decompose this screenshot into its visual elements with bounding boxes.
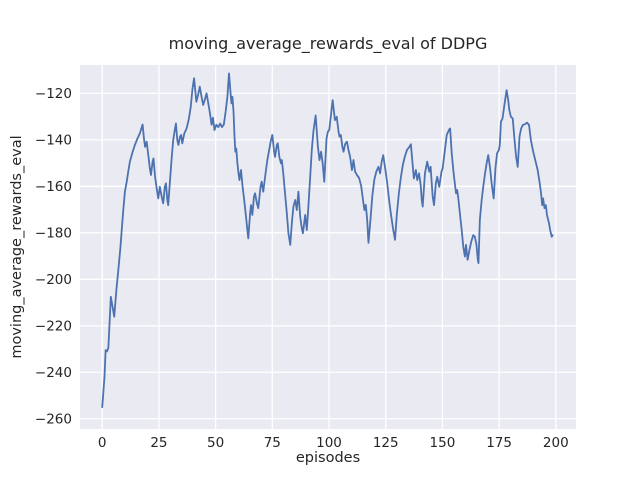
- x-tick-label: 150: [430, 435, 456, 451]
- plot-area: [80, 65, 576, 429]
- x-tick-label: 50: [207, 435, 224, 451]
- y-tick-label: −240: [35, 365, 72, 381]
- y-axis-tick-labels: −120 −140 −160 −180 −200 −220 −240 −260: [35, 86, 72, 427]
- y-tick-label: −140: [35, 132, 72, 148]
- data-line-series: [101, 72, 554, 409]
- y-tick-label: −160: [35, 179, 72, 195]
- x-tick-label: 100: [316, 435, 342, 451]
- y-axis-label: moving_average_rewards_eval: [9, 135, 25, 358]
- y-tick-label: −260: [35, 411, 72, 427]
- x-tick-label: 25: [150, 435, 167, 451]
- x-tick-label: 200: [543, 435, 569, 451]
- y-tick-label: −200: [35, 272, 72, 288]
- x-tick-label: 75: [264, 435, 281, 451]
- x-axis-label: episodes: [296, 450, 360, 466]
- y-tick-label: −220: [35, 318, 72, 334]
- y-tick-label: −180: [35, 225, 72, 241]
- x-tick-label: 125: [373, 435, 399, 451]
- chart-title: moving_average_rewards_eval of DDPG: [169, 34, 488, 54]
- x-tick-label: 175: [486, 435, 512, 451]
- x-axis-tick-labels: 0 25 50 75 100 125 150 175 200: [98, 435, 569, 451]
- x-tick-label: 0: [98, 435, 107, 451]
- y-tick-label: −120: [35, 86, 72, 102]
